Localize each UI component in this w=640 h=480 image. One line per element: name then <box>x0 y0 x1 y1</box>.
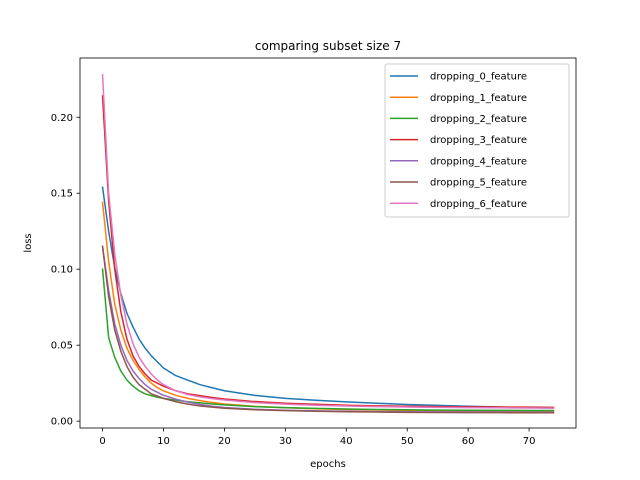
legend-label: dropping_6_feature <box>430 199 527 210</box>
y-axis: 0.00 0.05 0.10 0.15 0.20 <box>51 113 80 428</box>
legend: dropping_0_feature dropping_1_featuredrop… <box>384 63 570 218</box>
x-tick-label: 70 <box>523 436 536 447</box>
legend-label: dropping_3_feature <box>430 135 527 146</box>
y-tick-label: 0.05 <box>51 341 73 352</box>
x-tick-label: 60 <box>462 436 475 447</box>
x-tick-label: 0 <box>99 436 105 447</box>
y-tick-label: 0.00 <box>51 417 73 428</box>
x-tick-label: 40 <box>340 436 353 447</box>
legend-label: dropping_0_feature <box>430 72 527 83</box>
legend-label: dropping_4_feature <box>430 156 527 167</box>
x-tick-label: 50 <box>401 436 414 447</box>
legend-label: dropping_1_feature <box>430 93 527 104</box>
series-line-dropping-2-feature <box>101 268 555 412</box>
legend-label: dropping_5_feature <box>430 178 527 189</box>
x-axis-label: epochs <box>310 459 346 470</box>
y-tick-label: 0.10 <box>51 265 73 276</box>
plot-frame <box>79 57 577 429</box>
series-line-dropping-6-feature <box>101 73 555 409</box>
series-line-dropping-5-feature <box>101 245 555 414</box>
x-tick-label: 10 <box>157 436 170 447</box>
y-tick-label: 0.20 <box>51 113 73 124</box>
series-group <box>101 73 555 414</box>
x-axis: 0 10 20 30 40 50 60 70 <box>99 428 535 447</box>
legend-box <box>384 63 570 218</box>
x-tick-label: 20 <box>218 436 231 447</box>
series-line-dropping-0-feature <box>101 186 555 409</box>
series-line-dropping-3-feature <box>101 95 555 409</box>
chart-title: comparing subset size 7 <box>255 39 401 53</box>
x-tick-label: 30 <box>279 436 292 447</box>
legend-label: dropping_2_feature <box>430 114 527 125</box>
y-axis-label: loss <box>23 233 34 252</box>
y-tick-label: 0.15 <box>51 189 73 200</box>
